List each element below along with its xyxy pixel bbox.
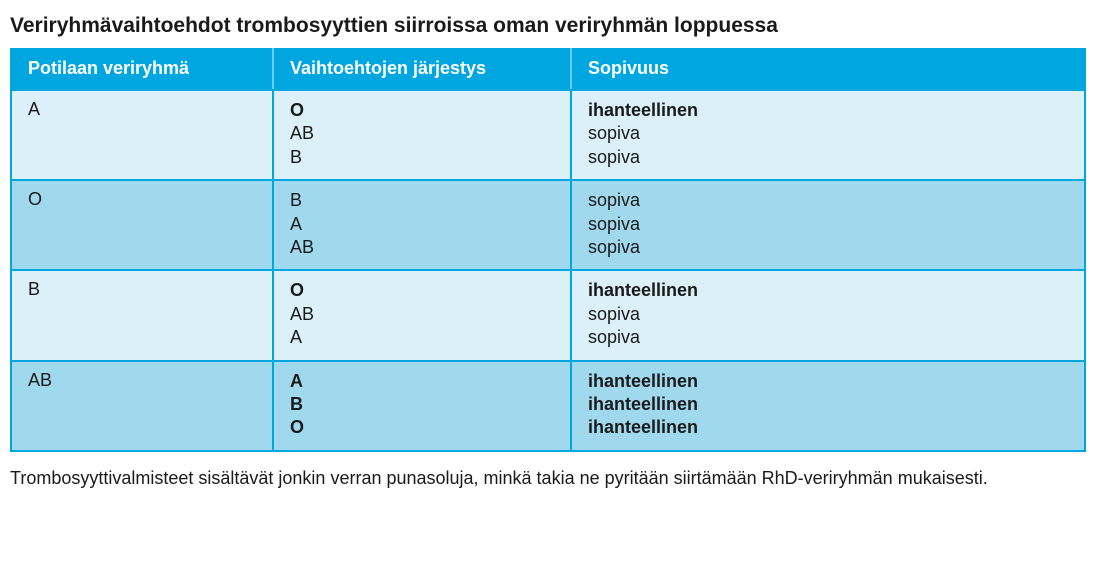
cell-suitability-line: sopiva [588,123,640,143]
cell-suitability: sopiva sopiva sopiva [571,180,1085,270]
cell-alternatives-line: O [290,100,304,120]
cell-alternatives: ABO [273,361,571,451]
table-header-row: Potilaan veriryhmä Vaihtoehtojen järjest… [11,49,1085,90]
footnote-text: Trombosyyttivalmisteet sisältävät jonkin… [10,466,1084,490]
cell-alternatives: O AB A [273,270,571,360]
page-title: Veriryhmävaihtoehdot trombosyyttien siir… [10,14,1084,38]
table-row: BO AB Aihanteellinen sopiva sopiva [11,270,1085,360]
cell-alternatives-line: B [290,190,302,210]
cell-alternatives: O AB B [273,90,571,180]
cell-suitability: ihanteellinen ihanteellinen ihanteellinen [571,361,1085,451]
cell-alternatives-line: AB [290,123,314,143]
cell-suitability-line: sopiva [588,304,640,324]
cell-suitability-line: ihanteellinen [588,394,698,414]
table-row: ABABOihanteellinenihanteellinenihanteell… [11,361,1085,451]
table-row: OBA AB sopiva sopiva sopiva [11,180,1085,270]
cell-alternatives-line: B [290,147,302,167]
cell-suitability-line: sopiva [588,214,640,234]
cell-alternatives: BA AB [273,180,571,270]
cell-alternatives-line: A [290,214,302,234]
cell-suitability-line: ihanteellinen [588,280,698,300]
cell-suitability-line: sopiva [588,147,640,167]
cell-suitability-line: ihanteellinen [588,100,698,120]
cell-suitability-line: sopiva [588,237,640,257]
col-header-patient: Potilaan veriryhmä [11,49,273,90]
cell-alternatives-line: A [290,327,302,347]
cell-suitability: ihanteellinen sopiva sopiva [571,270,1085,360]
bloodgroup-table: Potilaan veriryhmä Vaihtoehtojen järjest… [10,48,1086,452]
cell-patient: AB [11,361,273,451]
cell-patient: B [11,270,273,360]
cell-alternatives-line: B [290,394,303,414]
table-row: AO AB Bihanteellinen sopiva sopiva [11,90,1085,180]
cell-alternatives-line: O [290,417,304,437]
cell-alternatives-line: AB [290,304,314,324]
cell-suitability-line: ihanteellinen [588,417,698,437]
col-header-alternatives: Vaihtoehtojen järjestys [273,49,571,90]
cell-alternatives-line: AB [290,237,314,257]
cell-patient: O [11,180,273,270]
cell-suitability-line: sopiva [588,327,640,347]
col-header-suitability: Sopivuus [571,49,1085,90]
cell-alternatives-line: O [290,280,304,300]
cell-alternatives-line: A [290,371,303,391]
cell-suitability-line: ihanteellinen [588,371,698,391]
cell-suitability-line: sopiva [588,190,640,210]
cell-patient: A [11,90,273,180]
cell-suitability: ihanteellinen sopiva sopiva [571,90,1085,180]
